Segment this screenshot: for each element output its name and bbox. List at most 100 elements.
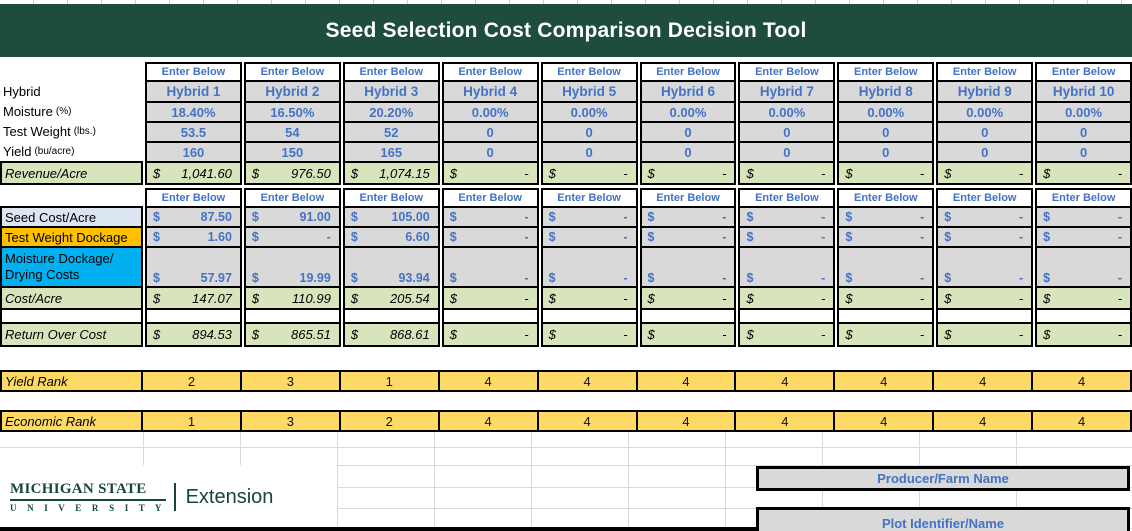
seed-cost-cell-8[interactable]: $ - [837, 206, 935, 228]
moisture-cell-4[interactable]: 0.00% [441, 101, 539, 123]
moisture-cell-3[interactable]: 20.20% [342, 101, 440, 123]
hybrid-cell-2[interactable]: Hybrid 2 [243, 80, 341, 103]
test-weight-cell-4[interactable]: 0 [441, 121, 539, 143]
moisture-cell-9[interactable]: 0.00% [936, 101, 1034, 123]
hybrid-cell-9[interactable]: Hybrid 9 [936, 80, 1034, 103]
yield-rank-cell-8: 4 [835, 370, 935, 392]
moisture-dockage-cell-5[interactable]: $ - [540, 246, 638, 288]
tw-dockage-cell-3[interactable]: $6.60 [342, 226, 440, 248]
moisture-cell-5[interactable]: 0.00% [540, 101, 638, 123]
tw-dockage-cell-2[interactable]: $ - [243, 226, 341, 248]
hybrid-cell-10[interactable]: Hybrid 10 [1035, 80, 1132, 103]
hybrid-cell-3[interactable]: Hybrid 3 [342, 80, 440, 103]
test-weight-cell-7[interactable]: 0 [738, 121, 836, 143]
seed-cost-cell-1[interactable]: $87.50 [145, 206, 242, 228]
test-weight-cell-2[interactable]: 54 [243, 121, 341, 143]
msu-wordmark-line1: MICHIGAN STATE [10, 481, 166, 501]
moisture-cell-10[interactable]: 0.00% [1035, 101, 1132, 123]
hybrid-cell-1[interactable]: Hybrid 1 [145, 80, 242, 103]
label-text: Return Over Cost [5, 327, 107, 342]
seed-cost-cell-3[interactable]: $105.00 [342, 206, 440, 228]
enter-below-row-2-hint-1: Enter Below [145, 188, 242, 208]
yield-cell-2[interactable]: 150 [243, 141, 341, 163]
yield-cell-5[interactable]: 0 [540, 141, 638, 163]
hybrid-cell-5[interactable]: Hybrid 5 [540, 80, 638, 103]
cost-acre-label: Cost/Acre [0, 286, 143, 310]
tw-dockage-cell-10[interactable]: $ - [1035, 226, 1132, 248]
currency-symbol: $ [449, 230, 457, 244]
moisture-dockage-cell-7[interactable]: $ - [738, 246, 836, 288]
hybrid-cell-7[interactable]: Hybrid 7 [738, 80, 836, 103]
label-text: Economic Rank [5, 413, 97, 429]
tw-dockage-cell-8[interactable]: $ - [837, 226, 935, 248]
moisture-cell-1[interactable]: 18.40% [145, 101, 242, 123]
test-weight-cell-1[interactable]: 53.5 [145, 121, 242, 143]
moisture-cell-2[interactable]: 16.50% [243, 101, 341, 123]
yield-cell-7[interactable]: 0 [738, 141, 836, 163]
enter-below-row-2-hint-10: Enter Below [1035, 188, 1132, 208]
title-bar: Seed Selection Cost Comparison Decision … [0, 4, 1132, 57]
moisture-dockage-cell-9[interactable]: $ - [936, 246, 1034, 288]
hybrid-cell-4[interactable]: Hybrid 4 [441, 80, 539, 103]
producer-farm-name-box[interactable]: Producer/Farm Name [756, 466, 1130, 491]
currency-symbol: $ [845, 210, 853, 224]
moisture-cell-8[interactable]: 0.00% [837, 101, 935, 123]
tw-dockage-cell-5[interactable]: $ - [540, 226, 638, 248]
yield-cell-3[interactable]: 165 [342, 141, 440, 163]
test-weight-cell-6[interactable]: 0 [639, 121, 737, 143]
seed-cost-cell-9[interactable]: $ - [936, 206, 1034, 228]
tw-dockage-cell-4[interactable]: $ - [441, 226, 539, 248]
tw-dockage-cell-6[interactable]: $ - [639, 226, 737, 248]
seed-cost-cell-4[interactable]: $ - [441, 206, 539, 228]
moisture-cell-7[interactable]: 0.00% [738, 101, 836, 123]
yield-cell-10[interactable]: 0 [1035, 141, 1132, 163]
hybrid-cell-6[interactable]: Hybrid 6 [639, 80, 737, 103]
seed-cost-cell-6[interactable]: $ - [639, 206, 737, 228]
moisture-dockage-cell-6[interactable]: $ - [639, 246, 737, 288]
test-weight-cell-3[interactable]: 52 [342, 121, 440, 143]
currency-symbol: $ [746, 230, 754, 244]
tw-dockage-cell-1[interactable]: $1.60 [145, 226, 242, 248]
tw-dockage-cell-7[interactable]: $ - [738, 226, 836, 248]
seed-cost-cell-7[interactable]: $ - [738, 206, 836, 228]
yield-rank-cell-6: 4 [637, 370, 737, 392]
revenue-cell-1: $1,041.60 [145, 161, 242, 185]
moisture-dockage-cell-3[interactable]: $93.94 [342, 246, 440, 288]
yield-cell-6[interactable]: 0 [639, 141, 737, 163]
return-over-cost-label: Return Over Cost [0, 322, 143, 347]
moisture-dockage-cell-1[interactable]: $57.97 [145, 246, 242, 288]
test-weight-cell-10[interactable]: 0 [1035, 121, 1132, 143]
enter-below-row-2-hint-4: Enter Below [441, 188, 539, 208]
currency-symbol: $ [153, 271, 160, 285]
cell-value: - [722, 210, 727, 224]
yield-cell-9[interactable]: 0 [936, 141, 1034, 163]
currency-symbol: $ [350, 290, 359, 306]
gridline [628, 432, 629, 531]
moisture-dockage-cell-2[interactable]: $19.99 [243, 246, 341, 288]
yield-cell-1[interactable]: 160 [145, 141, 242, 163]
plot-identifier-name-box[interactable]: Plot Identifier/Name [756, 507, 1130, 531]
moisture-dockage-cell-10[interactable]: $ - [1035, 246, 1132, 288]
moisture-dockage-row: Moisture Dockage/Drying Costs $57.97 $19.9… [0, 246, 1132, 288]
cell-value: - [722, 327, 727, 342]
test-weight-cell-8[interactable]: 0 [837, 121, 935, 143]
test-weight-cell-9[interactable]: 0 [936, 121, 1034, 143]
yield-cell-8[interactable]: 0 [837, 141, 935, 163]
moisture-cell-6[interactable]: 0.00% [639, 101, 737, 123]
cell-value: 19.99 [299, 271, 331, 285]
currency-symbol: $ [647, 210, 655, 224]
yield-row: Yield (bu/acre) 160 150 165 0 0 0 0 0 0 0 [0, 141, 1132, 163]
seed-cost-row: Seed Cost/Acre $87.50 $91.00 $105.00 $ - $ - $ - $… [0, 206, 1132, 228]
seed-cost-cell-2[interactable]: $91.00 [243, 206, 341, 228]
currency-symbol: $ [153, 165, 161, 181]
seed-cost-cell-5[interactable]: $ - [540, 206, 638, 228]
enter-below-row-1-hint-10: Enter Below [1035, 62, 1132, 82]
hybrid-cell-8[interactable]: Hybrid 8 [837, 80, 935, 103]
yield-cell-4[interactable]: 0 [441, 141, 539, 163]
seed-cost-cell-10[interactable]: $ - [1035, 206, 1132, 228]
moisture-dockage-cell-8[interactable]: $ - [837, 246, 935, 288]
test-weight-cell-5[interactable]: 0 [540, 121, 638, 143]
tw-dockage-cell-9[interactable]: $ - [936, 226, 1034, 248]
enter-below-row-2-row: Enter Below Enter Below Enter Below Enter B… [0, 188, 1132, 208]
moisture-dockage-cell-4[interactable]: $ - [441, 246, 539, 288]
